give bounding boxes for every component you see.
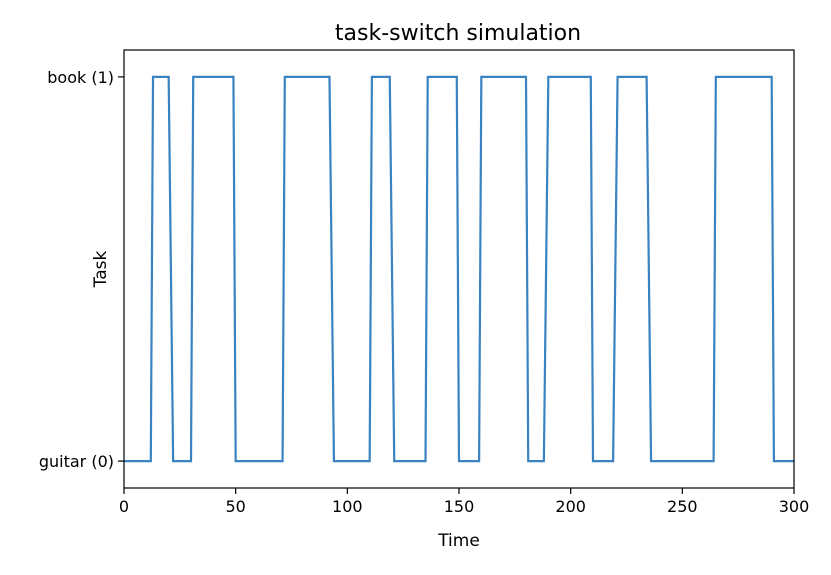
x-tick-label: 100 <box>332 497 363 516</box>
series-line-0 <box>124 75 794 463</box>
x-tick-label: 150 <box>444 497 475 516</box>
x-tick-label: 250 <box>667 497 698 516</box>
x-tick-label: 300 <box>779 497 810 516</box>
y-axis-ticks: guitar (0) book (1) <box>39 68 124 471</box>
x-tick-label: 50 <box>225 497 245 516</box>
series-layer <box>124 75 794 463</box>
x-axis-label: Time <box>437 531 480 551</box>
chart-title: task-switch simulation <box>335 21 581 46</box>
x-tick-label: 0 <box>119 497 129 516</box>
x-axis-ticks: 0 50 100 150 200 250 300 <box>119 488 809 516</box>
y-tick-label: guitar (0) <box>39 452 114 471</box>
x-tick-label: 200 <box>555 497 586 516</box>
y-axis-label: Task <box>91 251 111 289</box>
y-tick-label: book (1) <box>47 68 114 87</box>
